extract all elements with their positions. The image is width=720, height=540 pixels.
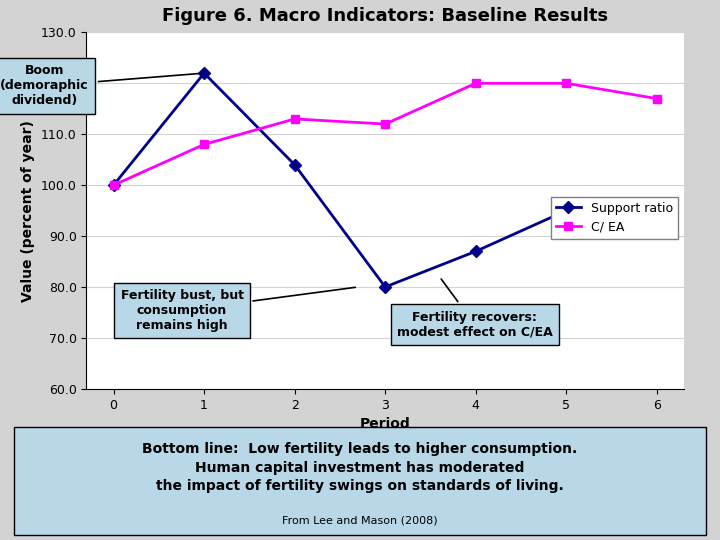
C/ EA xyxy=(109,182,118,188)
Title: Figure 6. Macro Indicators: Baseline Results: Figure 6. Macro Indicators: Baseline Res… xyxy=(162,7,608,25)
C/ EA xyxy=(290,116,299,122)
Support ratio xyxy=(652,207,661,214)
Line: Support ratio: Support ratio xyxy=(109,69,661,291)
Text: From Lee and Mason (2008): From Lee and Mason (2008) xyxy=(282,516,438,525)
Text: Fertility bust, but
consumption
remains high: Fertility bust, but consumption remains … xyxy=(120,287,355,332)
Support ratio xyxy=(290,161,299,168)
Support ratio xyxy=(199,70,208,76)
C/ EA xyxy=(472,80,480,86)
Support ratio xyxy=(109,182,118,188)
C/ EA xyxy=(652,96,661,102)
C/ EA xyxy=(381,121,390,127)
C/ EA xyxy=(199,141,208,147)
Support ratio xyxy=(472,248,480,254)
Support ratio xyxy=(381,284,390,290)
Text: Fertility recovers:
modest effect on C/EA: Fertility recovers: modest effect on C/E… xyxy=(397,279,553,339)
FancyBboxPatch shape xyxy=(14,427,706,535)
Legend: Support ratio, C/ EA: Support ratio, C/ EA xyxy=(551,197,678,239)
X-axis label: Period: Period xyxy=(360,417,410,431)
Line: C/ EA: C/ EA xyxy=(109,79,661,190)
Support ratio xyxy=(562,207,571,214)
C/ EA xyxy=(562,80,571,86)
Y-axis label: Value (percent of year): Value (percent of year) xyxy=(22,120,35,301)
Text: Boom
(demoraphic
dividend): Boom (demoraphic dividend) xyxy=(0,64,202,107)
Text: Bottom line:  Low fertility leads to higher consumption.
Human capital investmen: Bottom line: Low fertility leads to high… xyxy=(143,442,577,493)
